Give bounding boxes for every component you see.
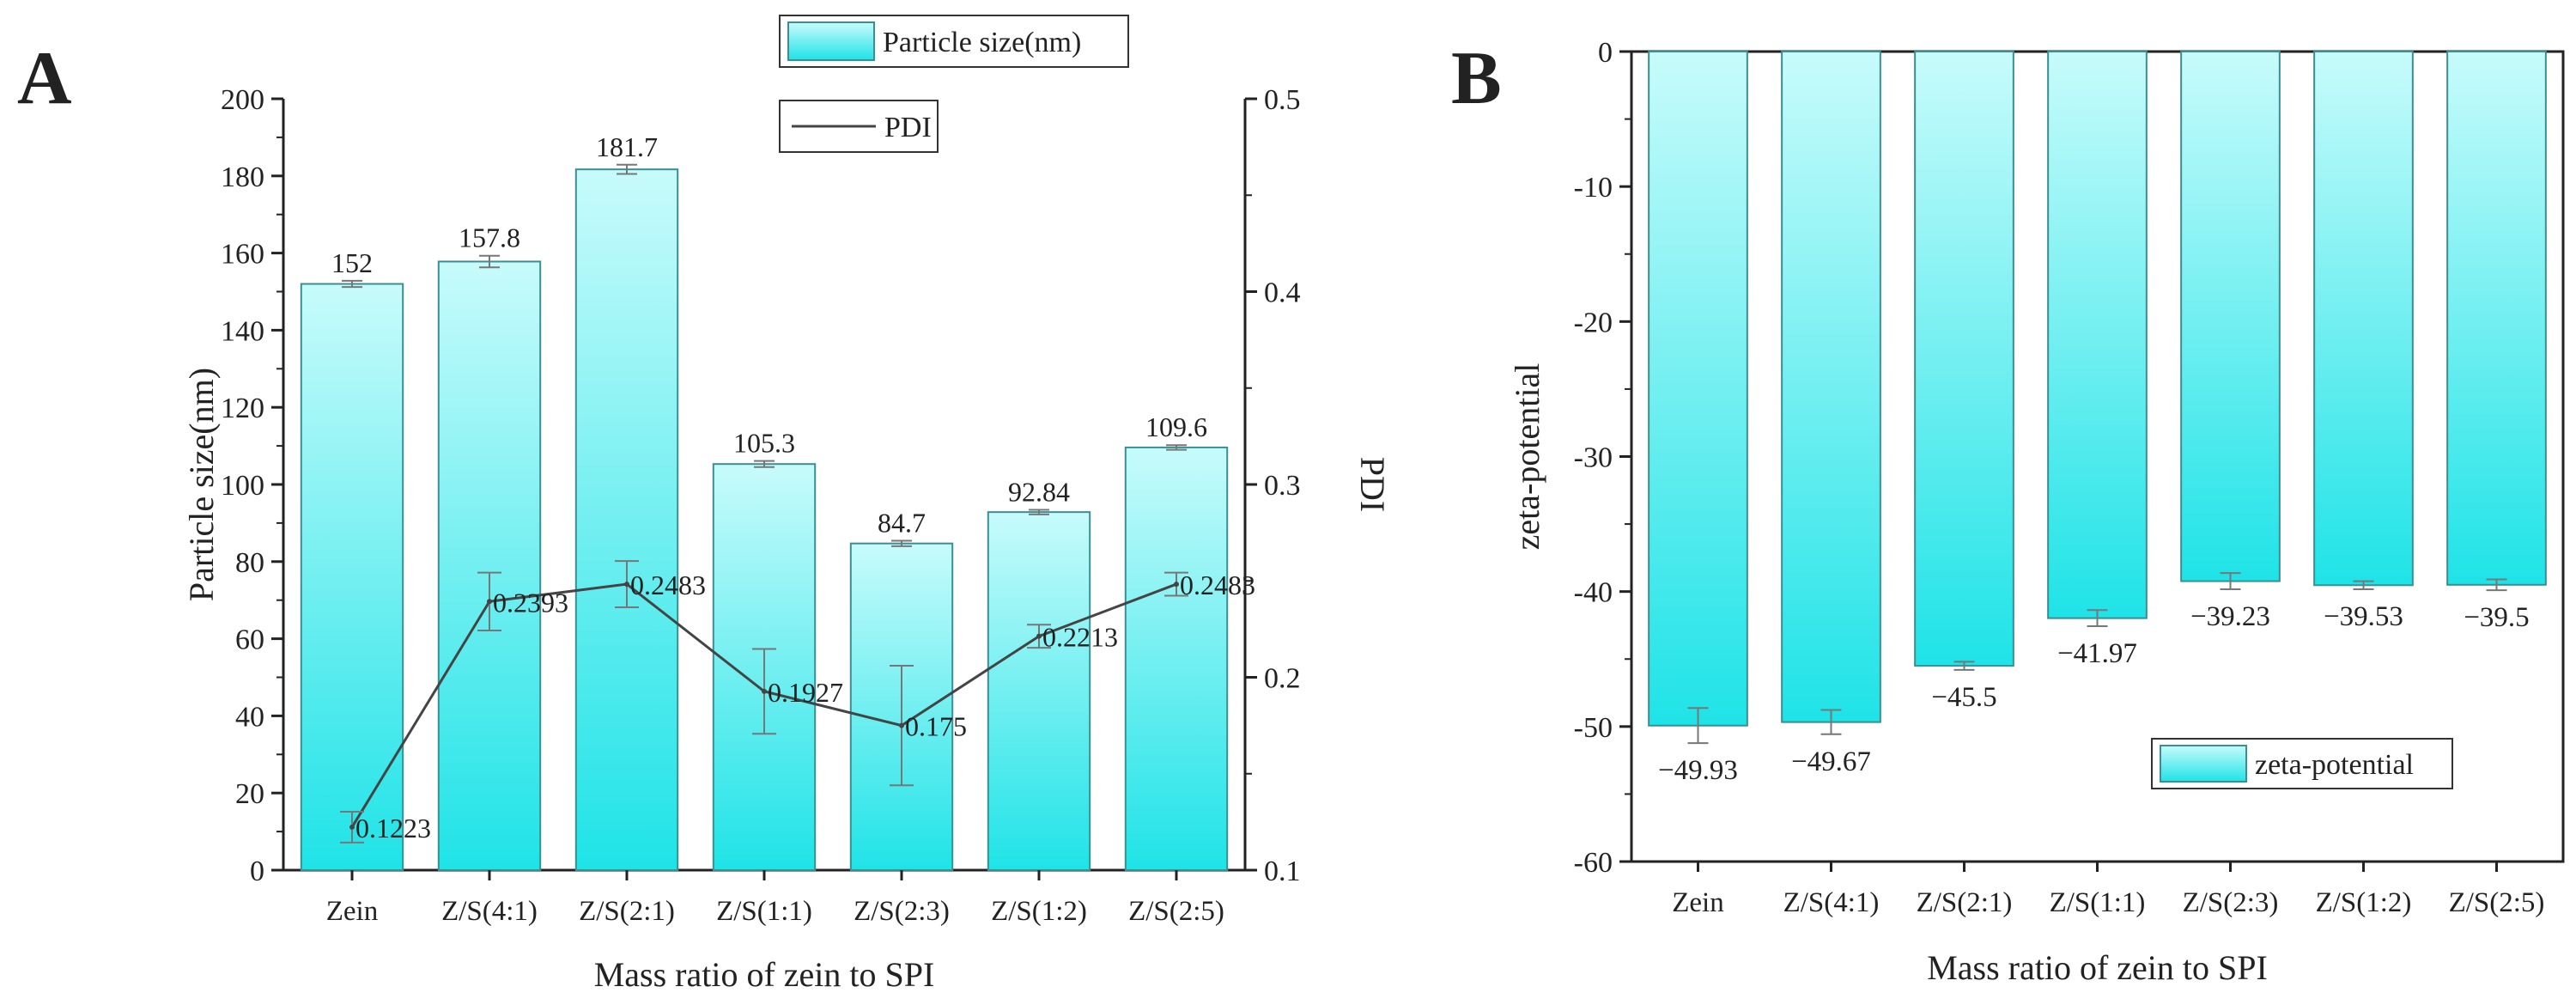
panel-a-ytick-label: 40 — [235, 701, 264, 733]
panel-a-pdi-label: 0.1927 — [768, 677, 843, 708]
panel-a-y2tick-label: 0.5 — [1264, 84, 1301, 116]
panel-b-bar — [2180, 51, 2281, 582]
panel-a-chart: 0 20 40 60 80 100 120 140 160 180 200 0.1 0.2 0.3 0.4 0… — [182, 15, 1392, 994]
panel-b-ylabel: zeta-potential — [1508, 363, 1546, 551]
panel-b-xtick-label: Z/S(2:5) — [2449, 887, 2545, 918]
panel-b-chart: 0 -10 -20 -30 -40 -50 -60 −49.93 −49.67 −45.5 −41.… — [1508, 37, 2565, 987]
panel-b-bar — [2047, 51, 2148, 619]
panel-a-pdi-label: 0.2483 — [630, 570, 706, 600]
panel-b-xtick-label: Z/S(1:1) — [2050, 887, 2146, 918]
panel-a-bar — [437, 260, 542, 871]
panel-a-pdi-label: 0.2393 — [493, 587, 568, 618]
panel-b-ytick-label: -60 — [1574, 847, 1613, 879]
panel-a-y2tick-label: 0.4 — [1264, 277, 1301, 309]
panel-a-ytick-label: 180 — [221, 161, 264, 193]
panel-a-legend-size-swatch — [787, 21, 875, 61]
panel-a-y2tick-label: 0.1 — [1264, 856, 1301, 887]
panel-a-ytick-label: 160 — [221, 239, 264, 271]
panel-b-bar-label: −45.5 — [1931, 682, 1996, 713]
panel-a-bar-label: 181.7 — [596, 131, 658, 162]
panel-b-ytick-label: -30 — [1574, 442, 1613, 474]
panel-b-xlabel: Mass ratio of zein to SPI — [1927, 948, 2268, 987]
panel-a-pdi-point — [349, 824, 355, 830]
panel-a-bar-label: 152 — [331, 247, 373, 278]
panel-a-pdi-point — [487, 599, 492, 605]
panel-b-legend-label: zeta-potential — [2255, 749, 2414, 781]
panel-b-xtick-label: Z/S(2:3) — [2183, 887, 2279, 918]
panel-a-pdi-point — [899, 722, 904, 728]
panel-b-ytick-label: -40 — [1574, 577, 1613, 609]
panel-b-bar-label: −39.23 — [2190, 601, 2270, 632]
panel-b-xtick-label: Zein — [1672, 887, 1723, 918]
panel-a-xtick-label: Z/S(2:1) — [579, 896, 675, 927]
panel-a-ytick-label: 60 — [235, 624, 264, 656]
panel-a-bar — [1124, 446, 1229, 871]
panel-a-ytick-label: 120 — [221, 393, 264, 424]
panel-a-label: A — [17, 37, 72, 120]
panel-a-ytick-label: 0 — [250, 856, 264, 887]
panel-a-bar-label: 105.3 — [733, 428, 795, 459]
panel-b-bar — [2446, 51, 2547, 586]
panel-b-xtick-label: Z/S(2:1) — [1917, 887, 2013, 918]
panel-b-ytick-label: -50 — [1574, 712, 1613, 744]
panel-a-xtick-label: Z/S(2:5) — [1128, 896, 1224, 927]
panel-a-xtick-label: Zein — [326, 896, 378, 927]
panel-b-bar-label: −49.67 — [1791, 746, 1871, 777]
panel-b-bar-label: −41.97 — [2057, 638, 2137, 669]
panel-b-xtick-label: Z/S(4:1) — [1783, 887, 1880, 918]
panel-a-ytick-label: 80 — [235, 547, 264, 579]
panel-b-bar-label: −39.53 — [2324, 601, 2403, 632]
panel-b-bar — [1648, 51, 1748, 727]
panel-a-y2tick-label: 0.2 — [1264, 663, 1301, 695]
panel-a-xtick-label: Z/S(1:2) — [991, 896, 1087, 927]
panel-a-bar-label: 84.7 — [878, 508, 926, 539]
panel-a-ylabel: Particle size(nm) — [182, 368, 221, 601]
panel-a-bar — [987, 511, 1091, 871]
panel-b-ytick-label: -20 — [1574, 307, 1613, 338]
panel-a-xlabel: Mass ratio of zein to SPI — [594, 955, 935, 994]
panel-a-bar-label: 92.84 — [1008, 476, 1070, 507]
panel-b-bar-label: −49.93 — [1658, 755, 1738, 786]
panel-a-pdi-label: 0.175 — [905, 711, 967, 742]
panel-a-xtick-label: Z/S(2:3) — [854, 896, 950, 927]
panel-a-pdi-point — [1174, 582, 1179, 588]
panel-a-pdi-label: 0.2483 — [1180, 570, 1255, 600]
panel-a-legend-size-label: Particle size(nm) — [883, 27, 1081, 58]
panel-a-ytick-label: 140 — [221, 315, 264, 347]
panel-a-pdi-point — [1036, 633, 1042, 639]
panel-a-xtick-label: Z/S(4:1) — [441, 896, 538, 927]
panel-b-bar — [1914, 51, 2014, 667]
panel-a-pdi-point — [624, 582, 629, 588]
panel-b-bar — [1781, 51, 1881, 723]
panel-a-ytick-label: 200 — [221, 84, 264, 116]
panel-a-legend-pdi-label: PDI — [884, 112, 932, 143]
panel-b-legend-swatch — [2160, 745, 2247, 783]
panel-a-pdi-label: 0.1223 — [355, 813, 431, 844]
panel-b-ytick-label: 0 — [1598, 37, 1613, 69]
panel-b-xtick-label: Z/S(1:2) — [2316, 887, 2412, 918]
panel-a-y2label: PDI — [1353, 457, 1392, 512]
panel-b-ytick-label: -10 — [1574, 172, 1613, 204]
panel-a-y2tick-label: 0.3 — [1264, 470, 1301, 502]
panel-a-pdi-point — [762, 688, 767, 694]
panel-a-ytick-label: 100 — [221, 470, 264, 502]
panel-a-xtick-label: Z/S(1:1) — [716, 896, 812, 927]
panel-a-bar — [300, 283, 404, 871]
panel-b-bar — [2313, 51, 2414, 587]
panel-b-label: B — [1451, 37, 1502, 120]
panel-a-ytick-label: 20 — [235, 778, 264, 810]
panel-a-bar-label: 157.8 — [459, 222, 520, 253]
panel-a-bar — [574, 168, 679, 872]
panel-b-bar-label: −39.5 — [2464, 602, 2529, 633]
panel-a-bar-label: 109.6 — [1145, 411, 1207, 442]
panel-a-pdi-label: 0.2213 — [1042, 622, 1118, 653]
